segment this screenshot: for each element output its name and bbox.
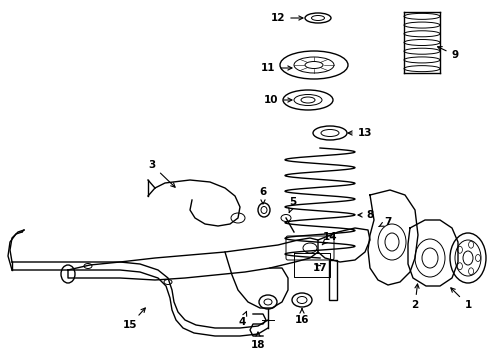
Text: 5: 5 [289,197,296,213]
Text: 14: 14 [322,232,337,245]
Text: 7: 7 [379,217,392,227]
Text: 15: 15 [123,308,146,330]
Text: 13: 13 [348,128,372,138]
Text: 11: 11 [261,63,292,73]
Text: 17: 17 [313,263,327,273]
Text: 2: 2 [412,284,419,310]
Text: 3: 3 [148,160,175,187]
Text: 18: 18 [251,332,265,350]
Text: 9: 9 [438,47,459,60]
Text: 1: 1 [451,288,471,310]
Text: 6: 6 [259,187,267,204]
Text: 4: 4 [238,311,246,327]
Text: 16: 16 [295,309,309,325]
Text: 10: 10 [264,95,292,105]
Text: 8: 8 [358,210,373,220]
Text: 12: 12 [271,13,303,23]
